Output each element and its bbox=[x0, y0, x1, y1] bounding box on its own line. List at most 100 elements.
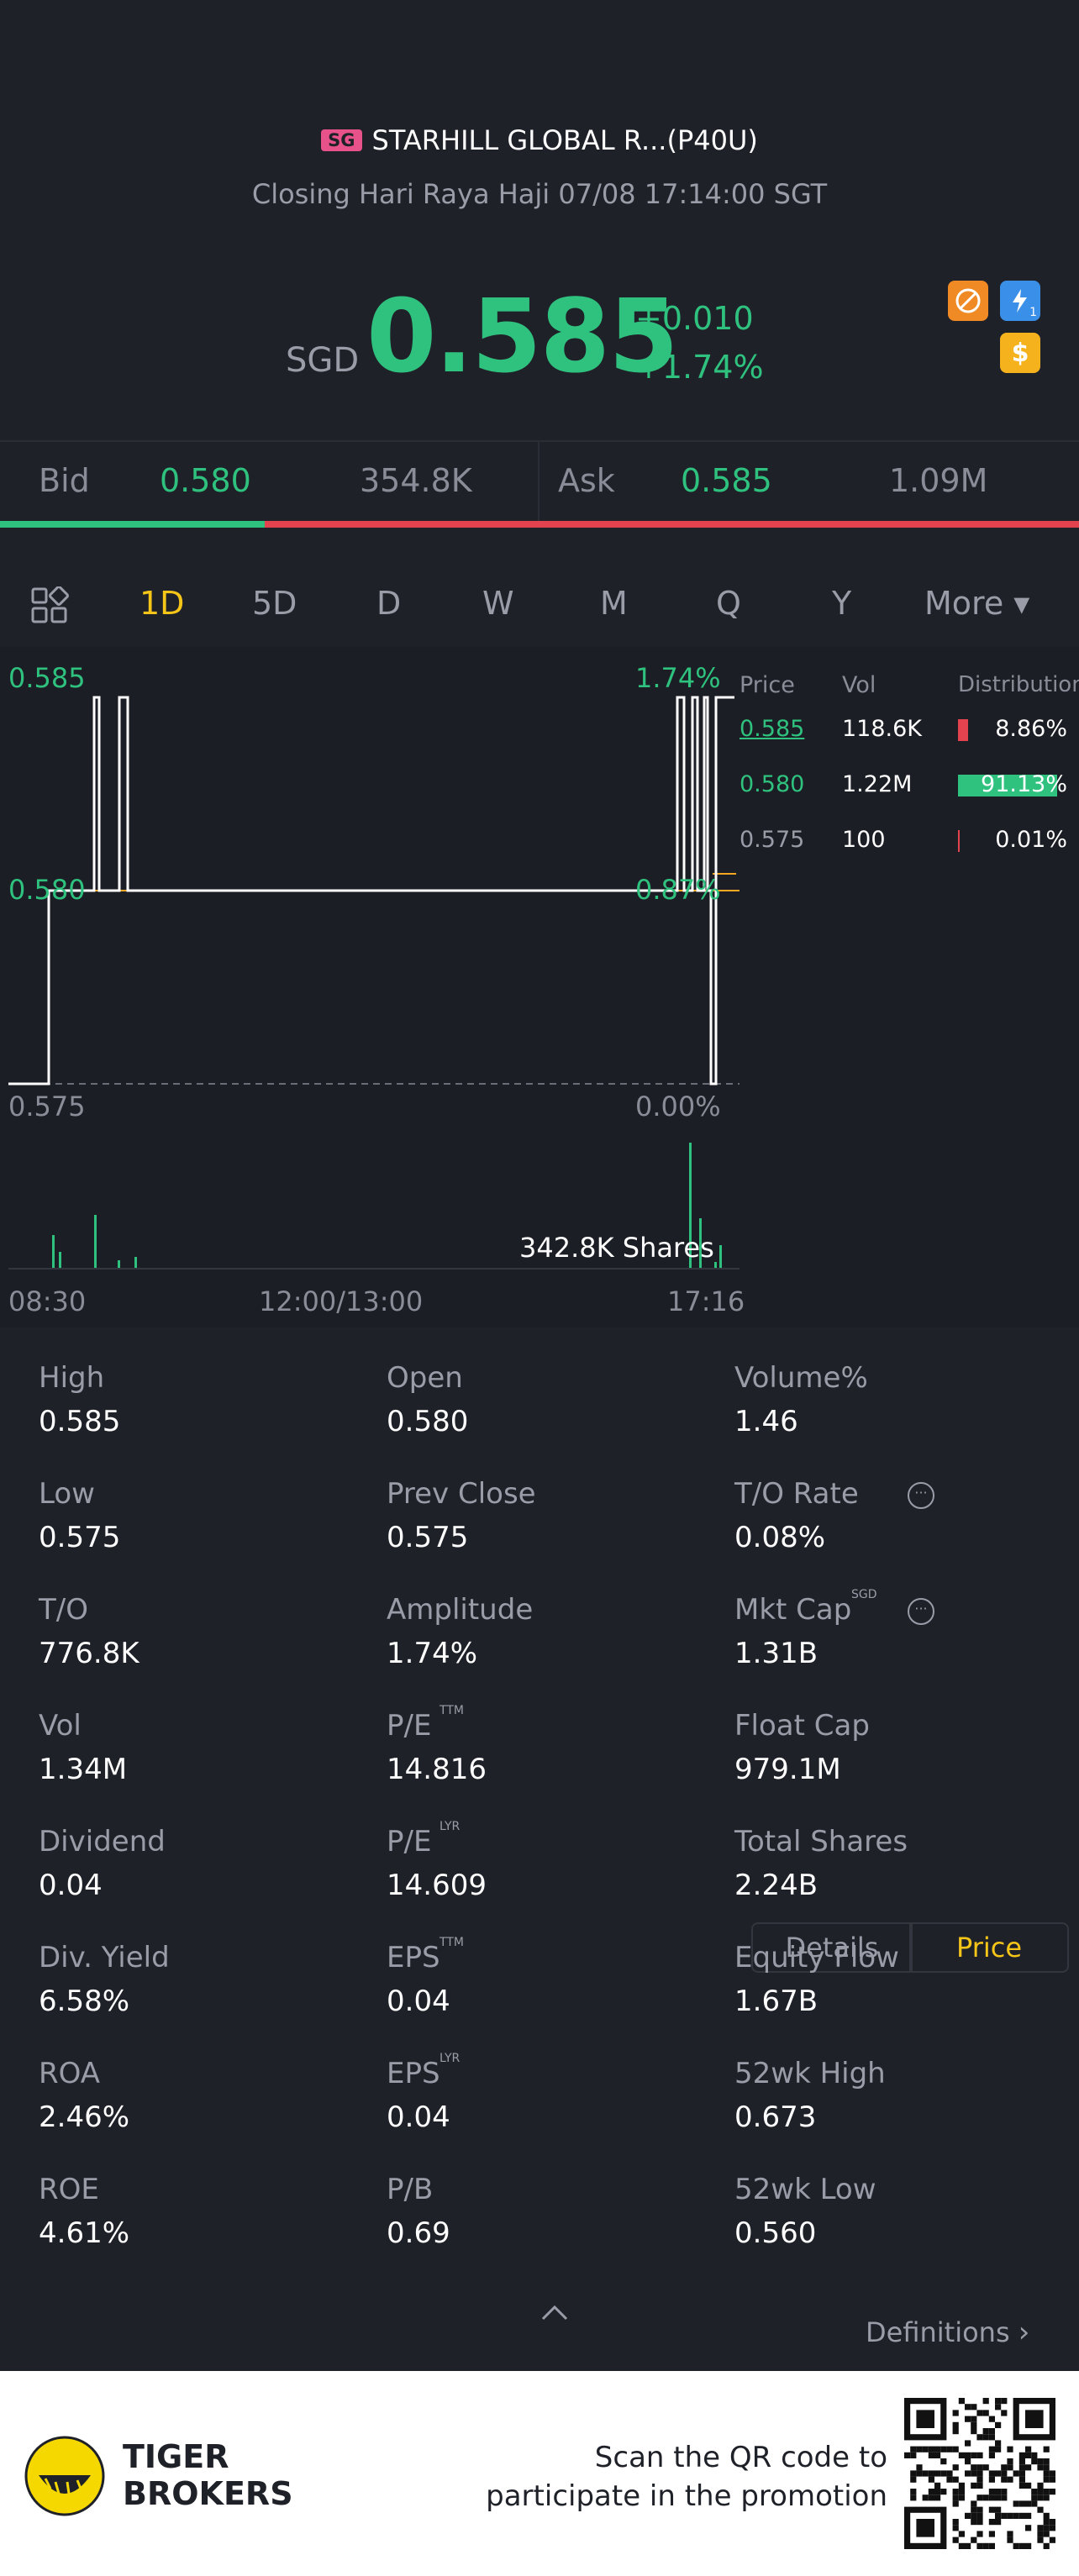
tab-m[interactable]: M bbox=[600, 585, 628, 622]
tab-more[interactable]: More ▾ bbox=[924, 585, 1030, 622]
y-label-bottom: 0.575 bbox=[8, 1091, 86, 1122]
stat-label: Amplitude bbox=[387, 1593, 534, 1627]
price-line-group bbox=[8, 696, 734, 1086]
tiger-logo-icon bbox=[24, 2435, 106, 2521]
stat-superscript: SGD bbox=[851, 1588, 877, 1601]
distribution-row: 0.585 118.6K 8.86% bbox=[740, 716, 1076, 749]
stat-value: 0.575 bbox=[39, 1521, 121, 1554]
more-info-icon[interactable]: ··· bbox=[908, 1598, 934, 1625]
stat-label: ROA bbox=[39, 2057, 101, 2090]
stat-value: 776.8K bbox=[39, 1637, 139, 1670]
stat-value: 2.24B bbox=[734, 1869, 818, 1902]
brand-line-1: TIGER bbox=[123, 2438, 229, 2475]
stat-volume-: Volume% 1.46 bbox=[734, 1361, 868, 1438]
x-label-end: 17:16 bbox=[667, 1285, 745, 1317]
dist-bar bbox=[958, 830, 960, 852]
price-line bbox=[8, 696, 734, 1086]
tab-1d[interactable]: 1D bbox=[139, 585, 185, 622]
definitions-link[interactable]: Definitions › bbox=[866, 2316, 1029, 2349]
stat-t-o-rate: T/O Rate 0.08% ··· bbox=[734, 1477, 934, 1554]
stat-value: 1.31B bbox=[734, 1637, 818, 1670]
stat-div-yield: Div. Yield 6.58% bbox=[39, 1941, 170, 2018]
stat-label: 52wk Low bbox=[734, 2173, 876, 2206]
stat-value: 4.61% bbox=[39, 2216, 130, 2250]
dollar-icon[interactable]: $ bbox=[1000, 333, 1040, 373]
dist-bar bbox=[958, 775, 1057, 796]
y-label-top: 0.585 bbox=[8, 662, 86, 694]
stat-value: 6.58% bbox=[39, 1985, 130, 2018]
stat-amplitude: Amplitude 1.74% bbox=[387, 1593, 533, 1670]
volume-bar bbox=[134, 1257, 137, 1269]
volume-bar bbox=[714, 1262, 717, 1269]
promo-line-2: participate in the promotion bbox=[486, 2479, 887, 2513]
stat-superscript: TTM bbox=[439, 1704, 464, 1717]
stat-float-cap: Float Cap 979.1M bbox=[734, 1709, 870, 1786]
stat-label: Mkt Cap bbox=[734, 1593, 852, 1627]
dist-vol: 118.6K bbox=[842, 716, 923, 742]
x-label-mid: 12:00/13:00 bbox=[259, 1285, 424, 1317]
volume-bar bbox=[94, 1215, 97, 1269]
promo-line-1: Scan the QR code to bbox=[594, 2441, 887, 2474]
collapse-chevron-icon[interactable] bbox=[540, 2304, 570, 2326]
qr-code[interactable] bbox=[904, 2398, 1055, 2552]
bid-ratio-bar bbox=[0, 521, 265, 528]
volume-bar bbox=[59, 1252, 61, 1269]
stat-value: 0.673 bbox=[734, 2100, 817, 2134]
brand-name: TIGER BROKERS bbox=[123, 2438, 293, 2512]
details-toggle[interactable]: Details bbox=[751, 1922, 913, 1973]
x-label-start: 08:30 bbox=[8, 1285, 87, 1317]
stat-value: 0.08% bbox=[734, 1521, 826, 1554]
tab-d[interactable]: D bbox=[376, 585, 402, 622]
tab-q[interactable]: Q bbox=[716, 585, 741, 622]
tab-y[interactable]: Y bbox=[832, 585, 852, 622]
intraday-chart[interactable]: 0.585 0.580 0.575 1.74% 0.87% 0.00% 342.… bbox=[0, 647, 1079, 1973]
stat-label: Volume% bbox=[734, 1361, 868, 1395]
promo-footer: TIGER BROKERS Scan the QR code to partic… bbox=[0, 2371, 1079, 2576]
stat-label: Prev Close bbox=[387, 1477, 536, 1511]
price-chart-svg bbox=[8, 696, 740, 1270]
distribution-row: 0.580 1.22M 91.13% bbox=[740, 771, 1076, 805]
stat-label: ROE bbox=[39, 2173, 99, 2206]
stock-title: SG STARHILL GLOBAL R...(P40U) bbox=[0, 124, 1079, 156]
tab-5d[interactable]: 5D bbox=[252, 585, 297, 622]
last-price: 0.585 bbox=[366, 279, 679, 396]
tab-w[interactable]: W bbox=[482, 585, 514, 622]
dist-price: 0.585 bbox=[740, 716, 805, 742]
stat-p-b: P/B 0.69 bbox=[387, 2173, 450, 2250]
market-badge: SG bbox=[321, 129, 362, 151]
stat-label: Vol bbox=[39, 1709, 82, 1743]
flash-count: 1 bbox=[1029, 306, 1037, 319]
price-change: +0.010 +1.74% bbox=[635, 294, 764, 392]
stat-roe: ROE 4.61% bbox=[39, 2173, 129, 2250]
stat-high: High 0.585 bbox=[39, 1361, 120, 1438]
stat-value: 0.04 bbox=[387, 1985, 450, 2018]
stat-value: 0.69 bbox=[387, 2216, 450, 2250]
volume-bar bbox=[118, 1260, 120, 1269]
stat-label: Float Cap bbox=[734, 1709, 870, 1743]
stat-label: Total Shares bbox=[734, 1825, 908, 1858]
dist-header-price: Price bbox=[740, 672, 795, 698]
dist-pct: 91.13% bbox=[981, 771, 1067, 797]
dist-pct: 8.86% bbox=[995, 716, 1067, 742]
more-info-icon[interactable]: ··· bbox=[908, 1482, 934, 1509]
change-percent: +1.74% bbox=[635, 349, 764, 386]
stat-label: Equity Flow bbox=[734, 1941, 899, 1974]
stat-superscript: LYR bbox=[439, 2052, 461, 2065]
volume-bar bbox=[689, 1143, 692, 1269]
stat-value: 0.580 bbox=[387, 1405, 469, 1438]
stat-value: 14.816 bbox=[387, 1753, 487, 1786]
stat-label: P/E bbox=[387, 1825, 432, 1858]
stat-p-e: P/E 14.816 TTM bbox=[387, 1704, 487, 1786]
volume-bars-group bbox=[52, 1143, 722, 1269]
distribution-row: 0.575 100 0.01% bbox=[740, 827, 1076, 860]
stat-value: 0.585 bbox=[39, 1405, 121, 1438]
no-short-icon[interactable] bbox=[948, 281, 988, 321]
stat-t-o: T/O 776.8K bbox=[39, 1593, 139, 1670]
ask-ratio-bar bbox=[264, 521, 1079, 528]
price-toggle[interactable]: Price bbox=[909, 1922, 1069, 1973]
layout-grid-icon[interactable] bbox=[30, 586, 69, 628]
dist-pct: 0.01% bbox=[995, 827, 1067, 853]
currency-label: SGD bbox=[286, 341, 360, 380]
flash-icon[interactable]: 1 bbox=[1000, 281, 1040, 321]
stat-label: Div. Yield bbox=[39, 1941, 170, 1974]
